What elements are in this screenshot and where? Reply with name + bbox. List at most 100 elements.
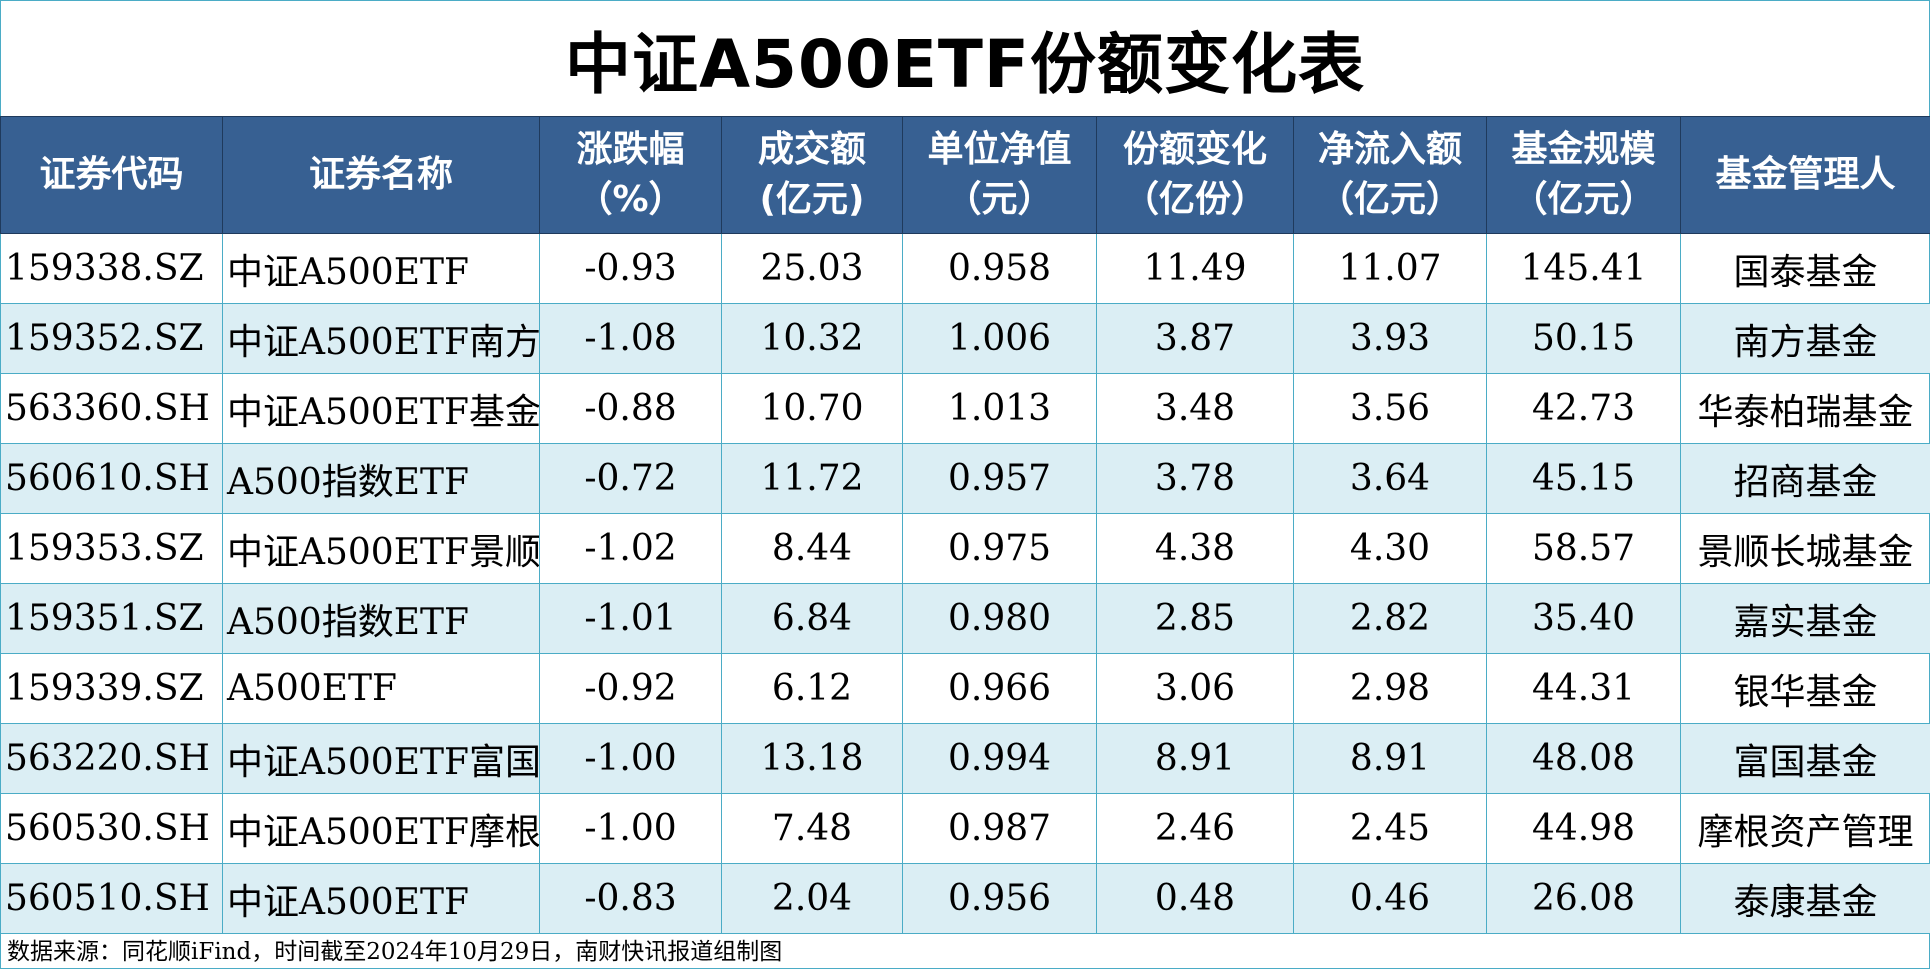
table-cell: 563220.SH [1,724,223,794]
table-cell: 0.975 [903,514,1097,584]
table-cell: 13.18 [722,724,903,794]
table-cell: -0.92 [540,654,722,724]
table-cell: 11.07 [1294,234,1487,304]
table-cell: 2.04 [722,864,903,934]
column-header: 涨跌幅（%） [540,117,722,234]
table-cell: 44.31 [1487,654,1681,724]
column-header: 证券代码 [1,117,223,234]
table-cell: 3.56 [1294,374,1487,444]
column-header-line: （亿元） [1294,175,1486,225]
table-cell: 8.91 [1294,724,1487,794]
table-cell: 中证A500ETF摩根 [223,794,540,864]
column-header-line: 份额变化 [1097,125,1293,175]
table-cell: 2.85 [1097,584,1294,654]
table-cell: -0.83 [540,864,722,934]
table-cell: 0.994 [903,724,1097,794]
column-header-line: 单位净值 [903,125,1096,175]
table-cell: 南方基金 [1681,304,1930,374]
table-cell: -0.93 [540,234,722,304]
table-cell: 0.980 [903,584,1097,654]
table-cell: 中证A500ETF南方 [223,304,540,374]
table-cell: 159339.SZ [1,654,223,724]
table-cell: 58.57 [1487,514,1681,584]
etf-share-table: 证券代码证券名称涨跌幅（%）成交额(亿元)单位净值（元）份额变化（亿份）净流入额… [0,116,1930,934]
table-cell: -1.02 [540,514,722,584]
page-title: 中证A500ETF份额变化表 [1,1,1929,116]
table-cell: 0.48 [1097,864,1294,934]
table-cell: 159351.SZ [1,584,223,654]
column-header: 基金规模（亿元） [1487,117,1681,234]
table-cell: A500ETF [223,654,540,724]
table-cell: 26.08 [1487,864,1681,934]
table-cell: 中证A500ETF富国 [223,724,540,794]
table-cell: 11.49 [1097,234,1294,304]
column-header-line: (亿元) [722,175,902,225]
table-cell: -1.00 [540,794,722,864]
table-cell: 景顺长城基金 [1681,514,1930,584]
table-cell: 0.987 [903,794,1097,864]
table-cell: 3.06 [1097,654,1294,724]
table-cell: -0.72 [540,444,722,514]
table-cell: -0.88 [540,374,722,444]
table-cell: 44.98 [1487,794,1681,864]
table-cell: -1.00 [540,724,722,794]
column-header: 单位净值（元） [903,117,1097,234]
column-header-line: 涨跌幅 [540,125,721,175]
column-header: 份额变化（亿份） [1097,117,1294,234]
table-cell: 中证A500ETF [223,864,540,934]
column-header: 净流入额（亿元） [1294,117,1487,234]
table-cell: 银华基金 [1681,654,1930,724]
source-note: 数据来源：同花顺iFind，时间截至2024年10月29日，南财快讯报道组制图 [1,934,1929,971]
table-cell: 0.46 [1294,864,1487,934]
table-cell: 10.70 [722,374,903,444]
table-cell: 0.956 [903,864,1097,934]
column-header-line: 证券名称 [223,150,539,200]
column-header-line: 证券代码 [1,150,222,200]
table-cell: 2.45 [1294,794,1487,864]
table-cell: 8.91 [1097,724,1294,794]
table-cell: 159338.SZ [1,234,223,304]
table-cell: 中证A500ETF基金 [223,374,540,444]
column-header-line: 净流入额 [1294,125,1486,175]
table-cell: 富国基金 [1681,724,1930,794]
column-header-line: 基金管理人 [1681,150,1930,200]
table-cell: 招商基金 [1681,444,1930,514]
table-cell: 6.84 [722,584,903,654]
table-cell: 3.48 [1097,374,1294,444]
table-cell: 8.44 [722,514,903,584]
column-header-line: （亿份） [1097,175,1293,225]
table-cell: 42.73 [1487,374,1681,444]
table-cell: 中证A500ETF景顺 [223,514,540,584]
column-header: 成交额(亿元) [722,117,903,234]
table-cell: A500指数ETF [223,444,540,514]
table-cell: 4.38 [1097,514,1294,584]
table-cell: 0.958 [903,234,1097,304]
table-cell: 6.12 [722,654,903,724]
column-header: 证券名称 [223,117,540,234]
table-cell: -1.08 [540,304,722,374]
table-cell: 0.966 [903,654,1097,724]
table-cell: 摩根资产管理 [1681,794,1930,864]
table-cell: 560610.SH [1,444,223,514]
table-cell: 泰康基金 [1681,864,1930,934]
table-cell: 2.98 [1294,654,1487,724]
column-header-line: 基金规模 [1487,125,1680,175]
table-cell: 25.03 [722,234,903,304]
table-cell: 560530.SH [1,794,223,864]
column-header-line: （亿元） [1487,175,1680,225]
header-row: 证券代码证券名称涨跌幅（%）成交额(亿元)单位净值（元）份额变化（亿份）净流入额… [1,117,1930,234]
table-cell: 0.957 [903,444,1097,514]
table-cell: 11.72 [722,444,903,514]
column-header-line: （%） [540,175,721,225]
table-cell: 3.64 [1294,444,1487,514]
table-cell: 35.40 [1487,584,1681,654]
